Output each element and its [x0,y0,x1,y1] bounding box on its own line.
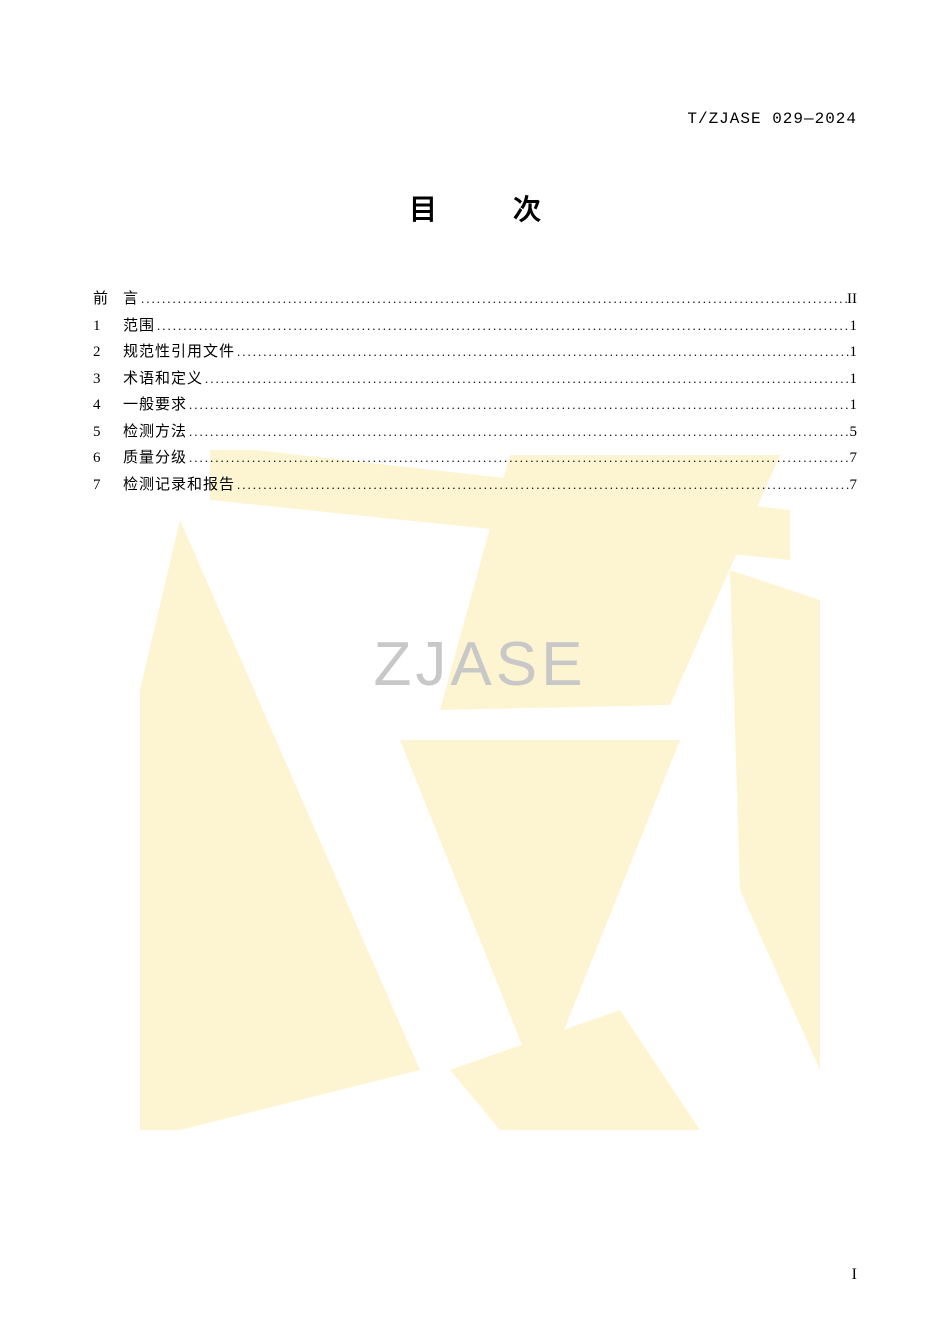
toc-entry: 7 检测记录和报告 7 [93,474,857,497]
toc-entry-label: 术语和定义 [123,368,203,391]
toc-leader-dots [203,368,849,391]
document-id: T/ZJASE 029—2024 [93,110,857,128]
toc-entry-num: 1 [93,315,123,338]
toc-leader-dots [139,288,847,311]
toc-leader-dots [155,315,849,338]
page-number: I [852,1266,857,1284]
toc-title: 目 次 [93,188,857,228]
toc-entry-label: 检测记录和报告 [123,474,235,497]
toc-entry-num: 3 [93,368,123,391]
toc-entry-label: 质量分级 [123,447,187,470]
toc-entry-page: 1 [850,394,858,417]
toc-entry-page: 1 [850,341,858,364]
toc-entry-num: 2 [93,341,123,364]
toc-entry-num: 7 [93,474,123,497]
toc-entry-page: 5 [850,421,858,444]
toc-entry-page: 1 [850,315,858,338]
toc-leader-dots [187,447,849,470]
toc-entry: 1 范围 1 [93,315,857,338]
toc-entry: 4 一般要求 1 [93,394,857,417]
toc-entry-page: 7 [850,447,858,470]
toc-leader-dots [187,394,849,417]
toc-entry: 2 规范性引用文件 1 [93,341,857,364]
toc-entry-label: 检测方法 [123,421,187,444]
toc-entry: 3 术语和定义 1 [93,368,857,391]
toc-entry-num: 前 [93,288,123,311]
toc-entry: 5 检测方法 5 [93,421,857,444]
toc-entry-label: 规范性引用文件 [123,341,235,364]
toc-entry-label: 范围 [123,315,155,338]
toc-entry-num: 4 [93,394,123,417]
toc-leader-dots [235,474,849,497]
toc-entry-page: 7 [850,474,858,497]
toc-leader-dots [235,341,849,364]
toc-entry-preface: 前 言 II [93,288,857,311]
document-page: T/ZJASE 029—2024 目 次 前 言 II 1 范围 1 2 规范性… [0,0,950,1344]
toc-entry-label: 一般要求 [123,394,187,417]
toc-leader-dots [187,421,849,444]
table-of-contents: 前 言 II 1 范围 1 2 规范性引用文件 1 3 术语和定义 1 4 一般… [93,288,857,496]
toc-entry-num: 6 [93,447,123,470]
toc-entry: 6 质量分级 7 [93,447,857,470]
toc-entry-label: 言 [123,288,139,311]
toc-entry-num: 5 [93,421,123,444]
toc-entry-page: II [847,288,857,311]
toc-entry-page: 1 [850,368,858,391]
